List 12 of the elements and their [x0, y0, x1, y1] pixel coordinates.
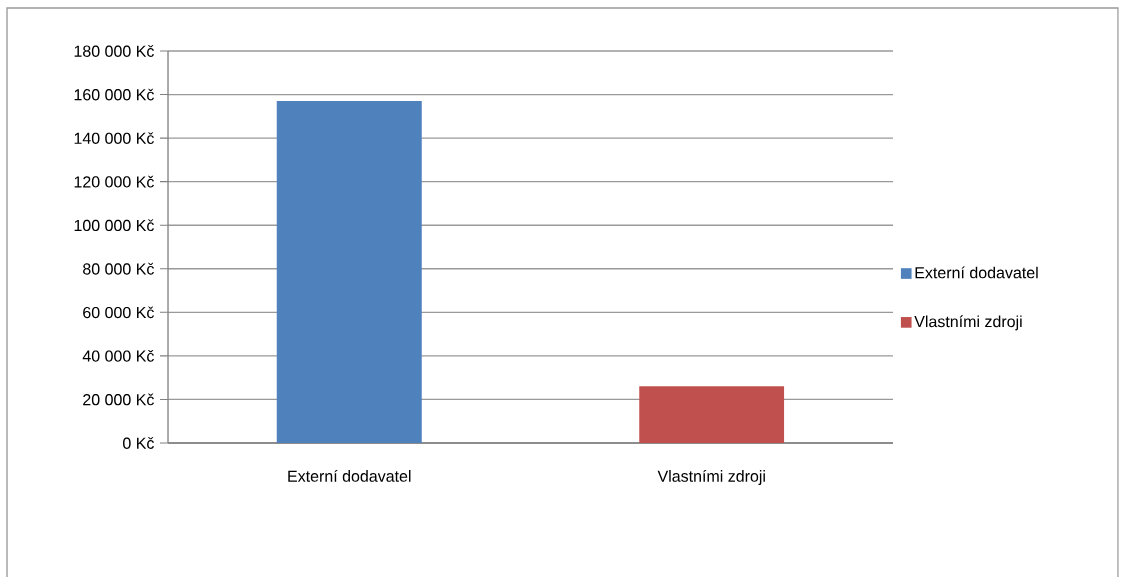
y-tick-label: 100 000 Kč	[74, 219, 154, 232]
y-tick-label: 40 000 Kč	[82, 349, 154, 362]
y-tick-label: 160 000 Kč	[74, 88, 154, 101]
y-tick-label: 20 000 Kč	[83, 393, 154, 406]
y-tick-label: 60 000 Kč	[83, 306, 154, 319]
y-tick-label: 120 000 Kč	[74, 175, 154, 188]
y-tick-label: 80 000 Kč	[83, 262, 154, 275]
y-tick-label: 180 000 Kč	[74, 45, 154, 57]
legend-label: Vlastními zdroji	[914, 315, 1022, 331]
legend-label: Externí dodavatel	[915, 266, 1038, 279]
y-tick-label: 0 Kč	[123, 437, 154, 449]
y-tick-label: 140 000 Kč	[74, 132, 154, 144]
